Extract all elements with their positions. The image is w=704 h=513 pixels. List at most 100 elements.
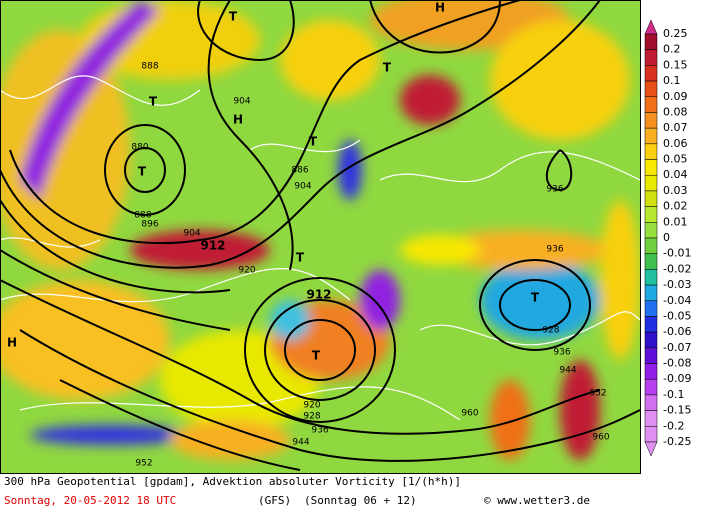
colorbar-swatch (644, 65, 658, 82)
colorbar-label: -0.25 (663, 435, 691, 448)
colorbar-swatch (644, 237, 658, 254)
contour-label: 904 (183, 229, 200, 239)
colorbar-swatch (644, 80, 658, 98)
contour-label: 880 (131, 143, 148, 153)
colorbar-label: 0.06 (663, 137, 688, 150)
colorbar-swatch (644, 410, 658, 427)
contour-label: 952 (589, 389, 606, 399)
colorbar-swatch (644, 174, 658, 192)
high-marker: H (7, 336, 17, 350)
contour-label: 912 (200, 239, 225, 253)
contour-label: 960 (592, 433, 609, 443)
colorbar-label: -0.02 (663, 262, 691, 275)
low-marker: T (383, 61, 392, 75)
colorbar-arrow (644, 19, 658, 35)
colorbar-swatch (644, 96, 658, 113)
colorbar-swatch (644, 316, 658, 333)
footer-model: (GFS) (258, 494, 291, 507)
contour-label: 936 (546, 245, 563, 255)
colorbar-label: -0.07 (663, 341, 691, 354)
footer-run: (Sonntag 06 + 12) (304, 494, 417, 507)
high-marker: H (233, 113, 243, 127)
low-marker: T (309, 135, 318, 149)
low-marker: T (312, 349, 321, 363)
colorbar-label: 0.05 (663, 153, 688, 166)
colorbar-label: -0.03 (663, 278, 691, 291)
footer-date: Sonntag, 20-05-2012 18 UTC (4, 494, 176, 507)
colorbar-label: 0.04 (663, 168, 688, 181)
colorbar-swatch (644, 33, 658, 50)
contour-label: 936 (311, 426, 328, 436)
contour-label: 904 (294, 182, 311, 192)
colorbar-swatch (644, 206, 658, 223)
colorbar-label: 0 (663, 231, 670, 244)
colorbar-label: 0.03 (663, 184, 688, 197)
colorbar-swatch (644, 253, 658, 270)
colorbar-label: 0.2 (663, 43, 681, 56)
colorbar-label: -0.08 (663, 357, 691, 370)
footer-description: 300 hPa Geopotential [gpdam], Advektion … (4, 475, 461, 488)
map-labels: T T T T T T T T H H H 888 880 888 896 90… (7, 1, 610, 469)
colorbar-label: 0.01 (663, 215, 688, 228)
contour-label: 888 (141, 62, 158, 72)
white-isolines (0, 75, 640, 421)
footer-credit: © www.wetter3.de (484, 494, 590, 507)
contour-label: 944 (559, 366, 576, 376)
colorbar-swatch (644, 284, 658, 302)
colorbar-swatch (644, 222, 658, 239)
colorbar-label: -0.2 (663, 419, 684, 432)
colorbar-swatch (644, 127, 658, 145)
geopotential-contours (0, 0, 640, 471)
contour-label: 904 (233, 97, 250, 107)
colorbar: 0.25 0.2 0.15 0.1 0.09 0.08 0.07 0.06 0.05 0.04 0.… (644, 19, 691, 457)
colorbar-label: -0.1 (663, 388, 684, 401)
contour-label: 936 (546, 185, 563, 195)
colorbar-label: 0.15 (663, 58, 688, 71)
colorbar-label: 0.25 (663, 27, 688, 40)
map: T T T T T T T T H H H 888 880 888 896 90… (0, 0, 640, 473)
colorbar-swatch (644, 112, 658, 129)
colorbar-swatch (644, 49, 658, 66)
colorbar-label: 0.1 (663, 74, 681, 87)
contour-label: 886 (291, 166, 308, 176)
colorbar-swatch (644, 331, 658, 349)
contour-label: 960 (461, 409, 478, 419)
colorbar-swatch (644, 394, 658, 411)
contour-label: 920 (238, 266, 255, 276)
colorbar-label: 0.09 (663, 90, 688, 103)
colorbar-swatch (644, 426, 658, 443)
contour-label: 888 (134, 211, 151, 221)
colorbar-swatch (644, 190, 658, 207)
high-marker: H (435, 1, 445, 15)
colorbar-label: 0.08 (663, 105, 688, 118)
low-marker: T (531, 291, 540, 305)
contour-label: 912 (306, 288, 331, 302)
colorbar-swatch (644, 378, 658, 396)
colorbar-label: -0.09 (663, 372, 691, 385)
contour-label: 896 (141, 220, 158, 230)
colorbar-swatch (644, 269, 658, 286)
colorbar-arrow (644, 441, 658, 457)
low-marker: T (138, 165, 147, 179)
contour-label: 920 (303, 401, 320, 411)
low-marker: T (296, 251, 305, 265)
colorbar-swatch (644, 363, 658, 380)
colorbar-label: -0.06 (663, 325, 691, 338)
colorbar-label: -0.15 (663, 404, 691, 417)
colorbar-swatch (644, 347, 658, 364)
contour-label: 936 (553, 348, 570, 358)
colorbar-label: 0.07 (663, 121, 688, 134)
colorbar-swatch (644, 300, 658, 317)
contour-label: 944 (292, 438, 309, 448)
contour-label: 928 (303, 412, 320, 422)
colorbar-label: 0.02 (663, 200, 688, 213)
contour-label: 952 (135, 459, 152, 469)
colorbar-label: -0.01 (663, 247, 691, 260)
colorbar-label: -0.05 (663, 309, 691, 322)
low-marker: T (229, 10, 238, 24)
colorbar-swatch (644, 143, 658, 160)
vorticity-field (0, 0, 640, 460)
colorbar-swatch (644, 159, 658, 176)
